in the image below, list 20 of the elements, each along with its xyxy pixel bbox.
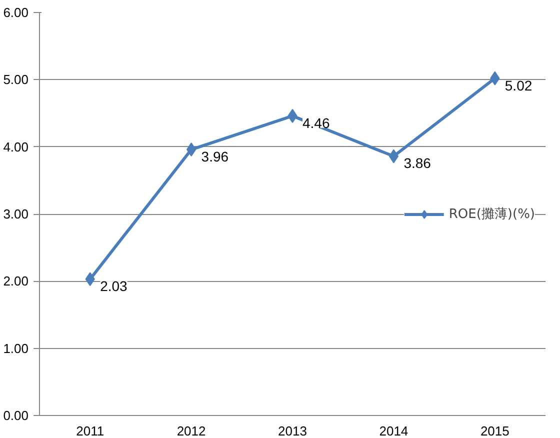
data-label: 4.46 [302,114,330,131]
data-label: 2.03 [100,278,128,294]
point [388,149,399,164]
x-tick-label: 2012 [176,424,206,438]
y-tick-label: 1.00 [3,340,29,356]
data-label: 5.02 [504,77,532,94]
data-label: 3.96 [201,148,229,165]
x-tick-label: 2015 [480,424,510,438]
y-tick-label: 5.00 [3,72,29,88]
y-tick-label: 2.00 [3,274,29,289]
x-tick-label: 2013 [278,424,307,438]
x-tick-label: 2014 [379,424,408,438]
point [186,142,196,157]
y-tick-label: 3.00 [3,206,29,222]
y-tick-label: 4.00 [3,139,29,154]
data-label: 3.86 [404,155,432,172]
x-tick-label: 2011 [76,424,104,438]
y-tick-label: 0.00 [3,408,29,423]
y-tick-label: 6.00 [3,5,29,20]
legend-label: ROE(攤薄)(%) [448,206,535,222]
